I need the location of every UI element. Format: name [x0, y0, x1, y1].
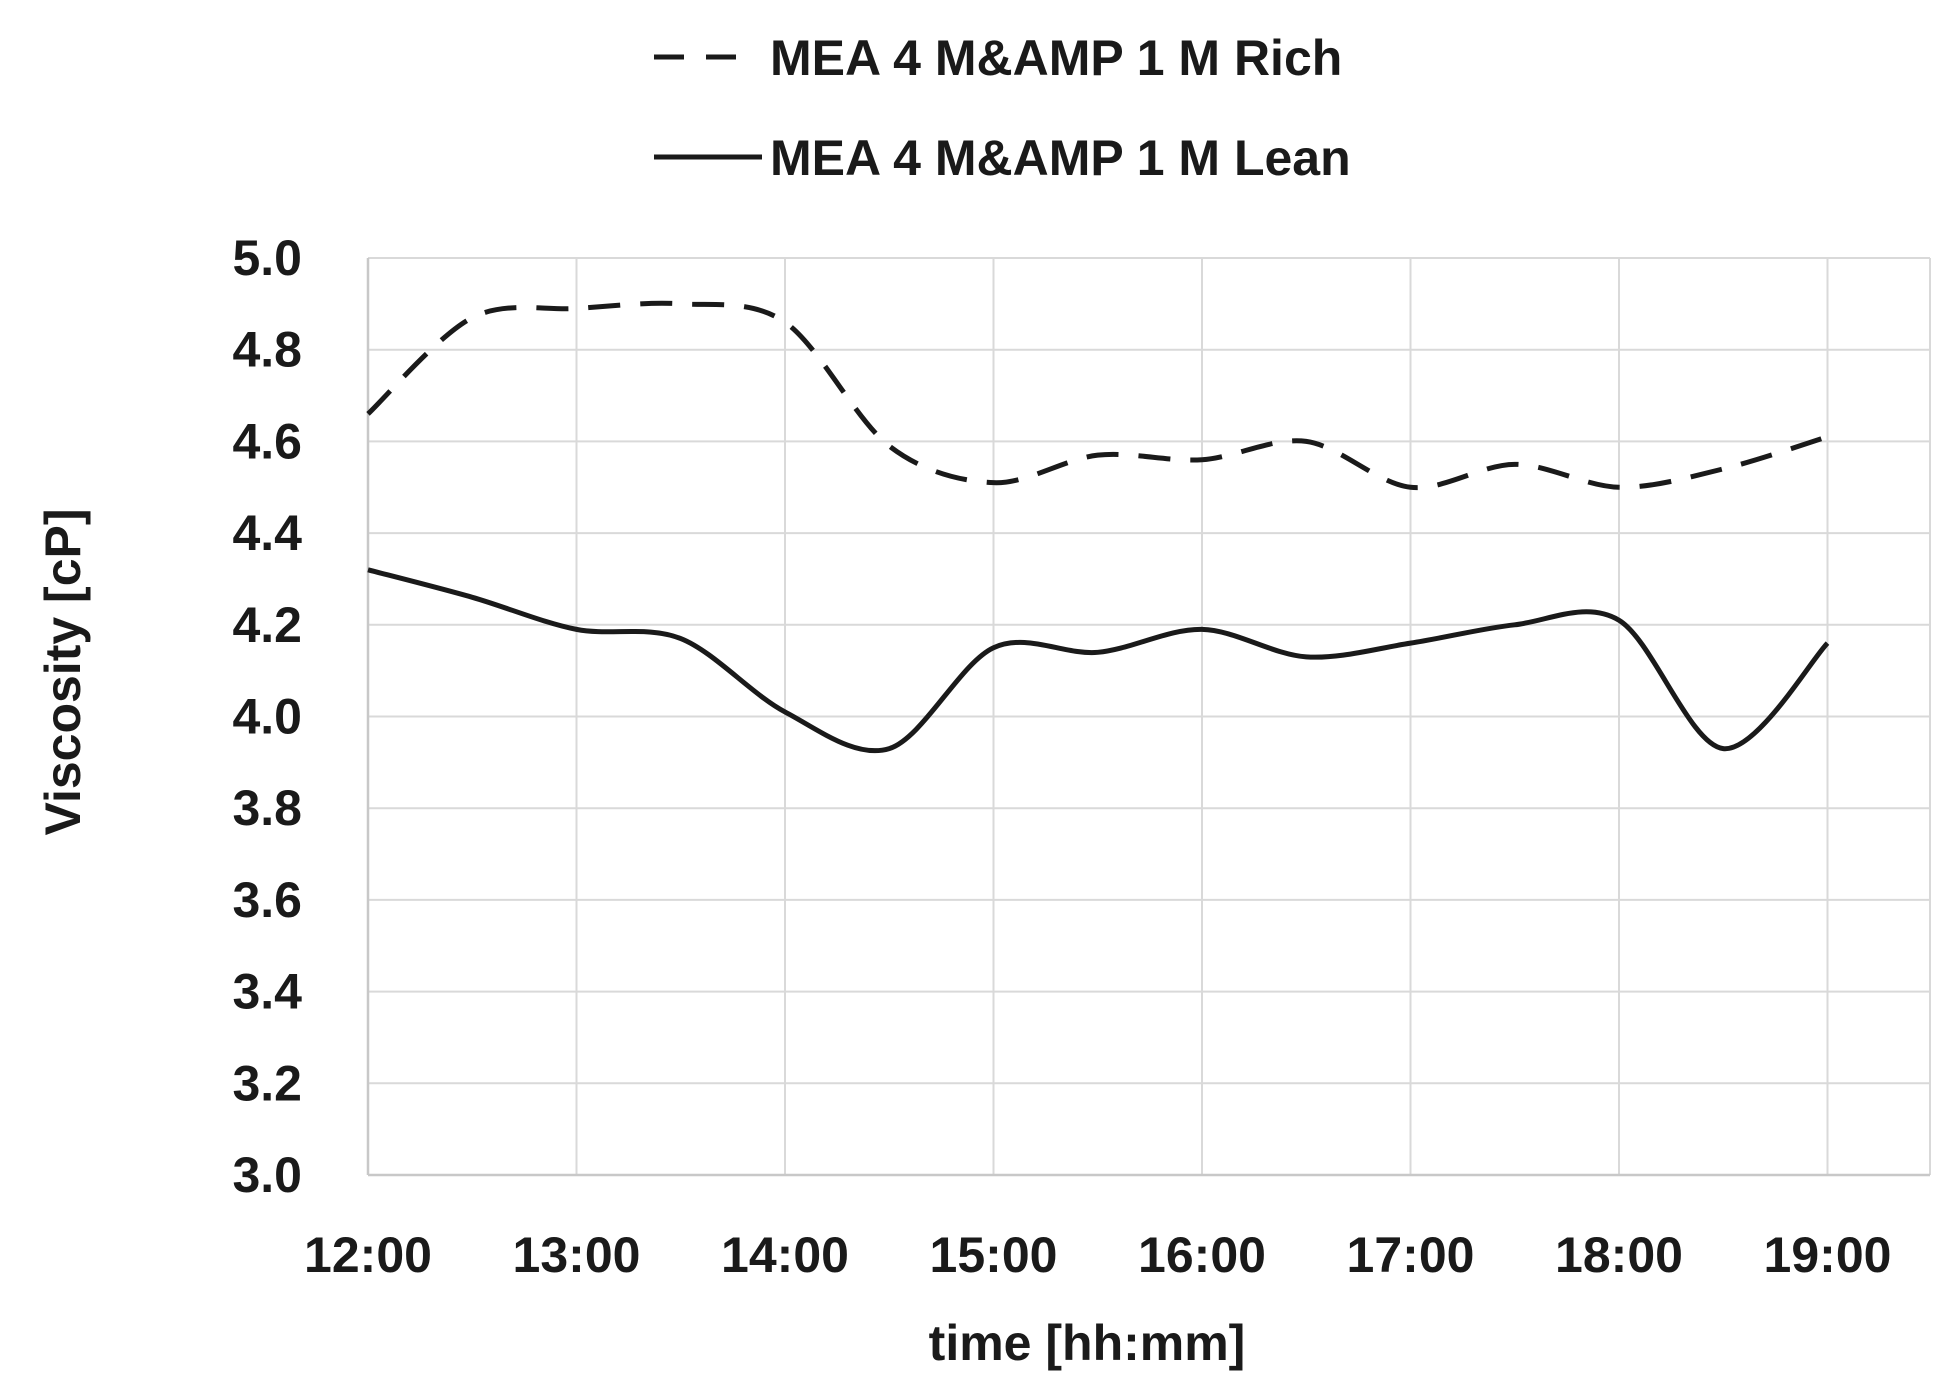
legend-entry-lean: MEA 4 M&AMP 1 M Lean: [654, 130, 1351, 186]
y-tick-label: 3.2: [232, 1055, 302, 1111]
legend: MEA 4 M&AMP 1 M Rich MEA 4 M&AMP 1 M Lea…: [654, 30, 1351, 186]
y-tick-label: 4.6: [232, 413, 302, 469]
x-tick-label: 14:00: [721, 1227, 849, 1283]
y-axis-tick-labels: 3.0 3.2 3.4 3.6 3.8 4.0 4.2 4.4 4.6 4.8 5.0: [232, 230, 302, 1203]
y-tick-label: 5.0: [232, 230, 302, 286]
y-tick-label: 3.6: [232, 872, 302, 928]
x-tick-label: 18:00: [1555, 1227, 1683, 1283]
y-tick-label: 3.0: [232, 1147, 302, 1203]
series-line-lean: [367, 567, 1830, 754]
x-axis-tick-labels: 12:00 13:00 14:00 15:00 16:00 17:00 18:00 19:00: [304, 1227, 1891, 1283]
y-tick-label: 3.8: [232, 780, 302, 836]
series-line-rich: [366, 300, 1829, 491]
x-tick-label: 16:00: [1138, 1227, 1266, 1283]
y-tick-label: 4.8: [232, 322, 302, 378]
y-axis-title: Viscosity [cP]: [35, 508, 91, 835]
y-tick-label: 4.4: [232, 505, 302, 561]
x-tick-label: 19:00: [1764, 1227, 1892, 1283]
x-tick-label: 15:00: [930, 1227, 1058, 1283]
grid-lines: [368, 257, 1931, 1175]
legend-label-rich: MEA 4 M&AMP 1 M Rich: [770, 30, 1342, 86]
y-tick-label: 4.2: [232, 597, 302, 653]
x-tick-label: 12:00: [304, 1227, 432, 1283]
x-tick-label: 17:00: [1347, 1227, 1475, 1283]
legend-entry-rich: MEA 4 M&AMP 1 M Rich: [654, 30, 1342, 86]
y-tick-label: 4.0: [232, 689, 302, 745]
y-tick-label: 3.4: [232, 964, 302, 1020]
series-lines: [366, 300, 1830, 754]
legend-label-lean: MEA 4 M&AMP 1 M Lean: [770, 130, 1351, 186]
x-axis-title: time [hh:mm]: [929, 1315, 1246, 1371]
x-tick-label: 13:00: [513, 1227, 641, 1283]
